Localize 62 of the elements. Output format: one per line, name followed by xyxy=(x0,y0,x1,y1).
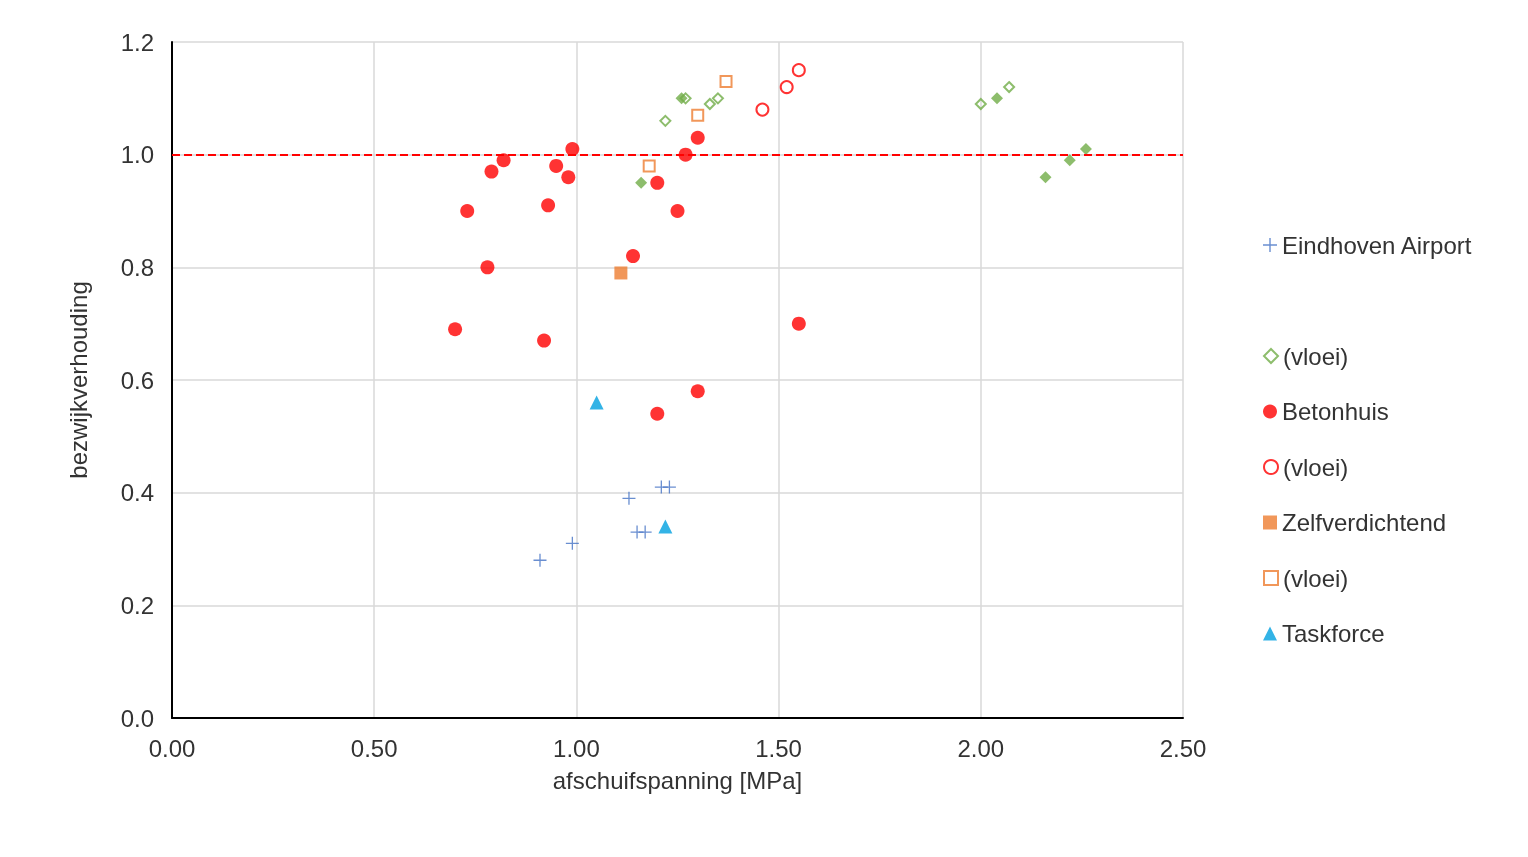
point xyxy=(1039,171,1052,184)
legend-label: Betonhuis xyxy=(1282,398,1389,425)
x-tick-label: 2.00 xyxy=(957,734,1005,762)
point xyxy=(1003,81,1016,94)
point xyxy=(1063,154,1076,167)
y-axis-title: bezwijkverhouding xyxy=(64,281,92,479)
point xyxy=(626,249,641,264)
point xyxy=(622,491,636,505)
point xyxy=(614,266,628,280)
point xyxy=(659,114,672,127)
y-tick-label: 0.6 xyxy=(120,366,154,394)
point xyxy=(779,80,794,95)
point xyxy=(480,260,495,275)
y-tick-label: 1.2 xyxy=(120,28,154,56)
point xyxy=(565,142,580,157)
y-tick-label: 0.8 xyxy=(120,253,154,281)
point xyxy=(533,553,547,567)
y-tick-label: 0.0 xyxy=(120,704,154,732)
y-tick-label: 0.2 xyxy=(120,591,154,619)
point xyxy=(537,333,552,348)
point xyxy=(650,175,665,190)
point xyxy=(650,406,665,421)
point xyxy=(541,198,556,213)
point xyxy=(658,519,673,534)
y-tick-label: 0.4 xyxy=(120,479,154,507)
point xyxy=(791,63,806,78)
x-axis-title: afschuifspanning [MPa] xyxy=(552,766,803,794)
point xyxy=(662,480,676,494)
legend-label: Eindhoven Airport xyxy=(1282,231,1472,259)
point xyxy=(690,130,705,145)
x-tick-label: 0.00 xyxy=(148,734,196,762)
point xyxy=(755,102,770,117)
y-tick-label: 1.0 xyxy=(120,141,154,169)
point xyxy=(642,159,656,173)
point xyxy=(635,176,648,189)
point xyxy=(561,170,576,185)
point xyxy=(549,158,564,173)
legend-label: Taskforce xyxy=(1282,620,1385,647)
point xyxy=(719,74,733,88)
legend-label: (vloei) xyxy=(1283,342,1349,370)
point xyxy=(690,384,705,399)
x-tick-label: 2.50 xyxy=(1159,734,1207,762)
point xyxy=(496,153,511,168)
point xyxy=(691,108,705,122)
x-tick-label: 1.50 xyxy=(755,734,802,762)
point xyxy=(670,204,685,218)
point xyxy=(990,92,1003,105)
legend-label: (vloei) xyxy=(1283,564,1349,592)
point xyxy=(638,525,652,539)
point xyxy=(460,204,475,218)
point xyxy=(679,92,692,105)
point xyxy=(791,316,806,331)
x-tick-label: 0.50 xyxy=(350,734,398,762)
point xyxy=(448,322,463,337)
point xyxy=(484,164,499,179)
point xyxy=(974,97,987,110)
legend-label: (vloei) xyxy=(1283,453,1349,481)
point xyxy=(711,92,724,105)
point xyxy=(703,97,716,110)
legend-label: Zelfverdichtend xyxy=(1282,509,1447,536)
x-tick-label: 1.00 xyxy=(553,734,600,762)
point xyxy=(589,395,604,410)
